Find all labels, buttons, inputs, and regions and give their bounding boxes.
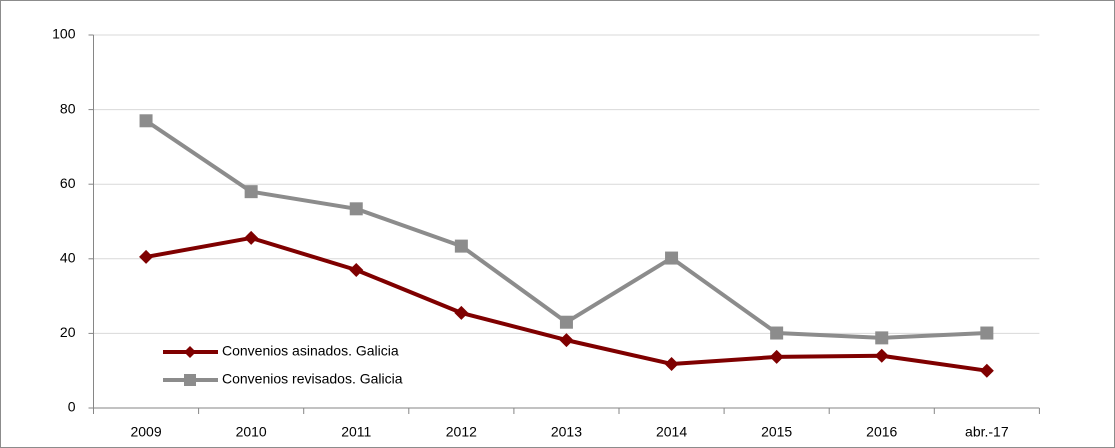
marker: [875, 331, 889, 345]
marker: [769, 349, 784, 364]
legend-marker: [184, 374, 196, 386]
marker: [664, 356, 679, 371]
x-tick-label: 2011: [341, 424, 371, 440]
marker: [770, 326, 784, 340]
x-tick-label: 2012: [446, 424, 477, 440]
marker: [139, 249, 154, 264]
marker: [244, 230, 259, 245]
legend-label: Convenios asinados. Galicia: [222, 343, 399, 359]
marker: [979, 363, 994, 378]
marker: [244, 185, 258, 199]
x-tick-label: 2013: [551, 424, 582, 440]
legend-label: Convenios revisados. Galicia: [222, 371, 403, 387]
marker: [559, 315, 573, 329]
x-tick-label: 2015: [761, 424, 792, 440]
marker: [349, 262, 364, 277]
y-tick-label: 40: [60, 250, 76, 266]
marker: [454, 239, 468, 253]
marker: [874, 348, 889, 363]
y-tick-label: 100: [52, 26, 76, 42]
x-tick-label: abr.-17: [965, 424, 1009, 440]
y-tick-label: 80: [60, 100, 76, 116]
marker: [139, 114, 153, 128]
y-tick-label: 60: [60, 175, 76, 191]
marker: [665, 251, 679, 265]
x-tick-label: 2010: [236, 424, 267, 440]
y-tick-label: 20: [60, 324, 76, 340]
marker: [980, 326, 994, 340]
marker: [454, 305, 469, 320]
legend-marker: [184, 346, 196, 358]
marker: [349, 202, 363, 216]
x-tick-label: 2014: [656, 424, 687, 440]
y-tick-label: 0: [68, 399, 76, 415]
x-tick-label: 2009: [130, 424, 161, 440]
marker: [559, 333, 574, 348]
x-tick-label: 2016: [866, 424, 897, 440]
